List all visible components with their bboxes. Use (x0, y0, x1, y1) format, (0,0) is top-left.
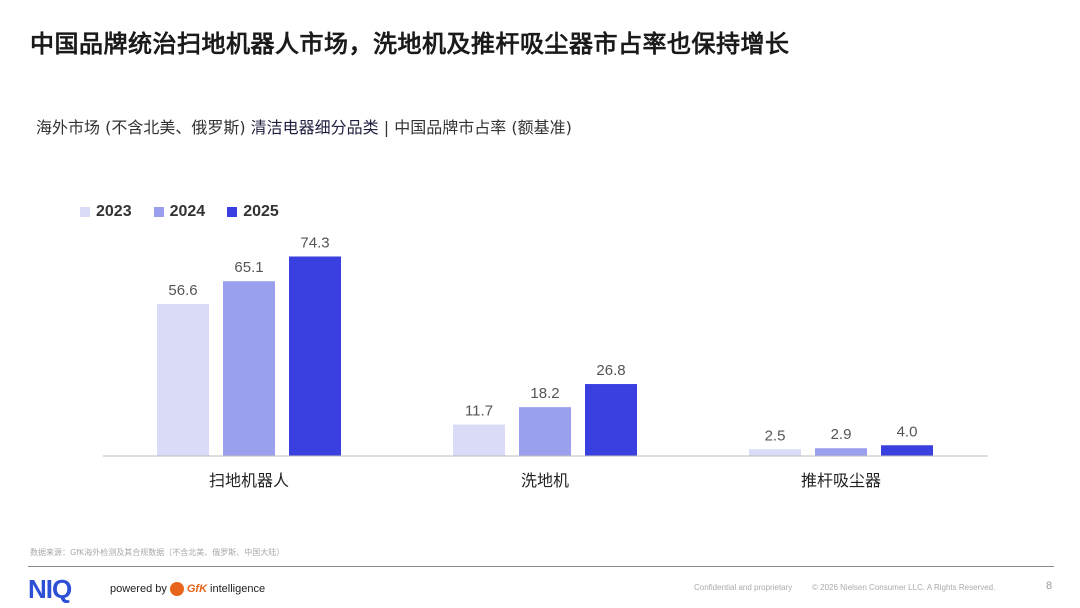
legend-item-2023: 2023 (80, 203, 132, 221)
chart-legend: 2023 2024 2025 (80, 203, 279, 221)
gfk-wordmark: GfK (186, 583, 208, 595)
subtitle-market: 海外市场 (不含北美、俄罗斯) (36, 118, 251, 137)
bar-2024-2 (519, 407, 571, 456)
legend-item-2025: 2025 (227, 203, 279, 221)
legend-label-2025: 2025 (243, 203, 279, 220)
legend-item-2024: 2024 (153, 203, 206, 221)
subtitle-metric: | 中国品牌市占率 (额基准) (378, 118, 572, 137)
confidential-note: Confidential and proprietary (694, 583, 793, 592)
page-title: 中国品牌统治扫地机器人市场，洗地机及推杆吸尘器市占率也保持增长 (30, 30, 790, 58)
data-label-2024-1: 65.1 (234, 259, 263, 276)
data-label-2023-1: 56.6 (168, 282, 197, 299)
category-label-1: 扫地机器人 (209, 471, 289, 490)
subtitle-category: 清洁电器细分品类 (250, 118, 379, 137)
bar-2023-1 (157, 304, 209, 456)
data-label-2024-2: 18.2 (530, 385, 559, 402)
data-label-2023-2: 11.7 (465, 403, 493, 420)
intelligence-text: intelligence (210, 583, 266, 595)
legend-label-2023: 2023 (96, 203, 132, 220)
bar-2024-3 (815, 448, 867, 456)
chart-subtitle: 海外市场 (不含北美、俄罗斯) 清洁电器细分品类 | 中国品牌市占率 (额基准) (36, 114, 572, 138)
bar-2025-2 (585, 384, 637, 456)
bar-2025-3 (881, 445, 933, 456)
legend-label-2024: 2024 (169, 203, 206, 220)
data-source-note: 数据来源：GfK海外检测及其合规数据（不含北美、俄罗斯、中国大陆） (30, 548, 285, 557)
niq-logo: NIQ (28, 574, 72, 604)
powered-by-text: powered by (110, 583, 167, 595)
powered-by: powered by GfK intelligence (110, 582, 265, 596)
page-number: 8 (1046, 580, 1053, 592)
legend-swatch-2025 (227, 207, 238, 217)
category-label-3: 推杆吸尘器 (801, 471, 881, 490)
copyright-note: © 2026 Nielsen Consumer LLC. A Rights Re… (812, 583, 996, 592)
bar-2025-1 (289, 256, 341, 456)
data-label-2023-3: 2.5 (765, 427, 786, 444)
bar-2023-2 (453, 424, 505, 456)
category-label-2: 洗地机 (521, 471, 569, 490)
data-label-2024-3: 2.9 (831, 426, 852, 443)
gfk-logo-icon (169, 582, 184, 596)
data-label-2025-1: 74.3 (300, 235, 329, 252)
footer-divider (28, 566, 1054, 567)
bar-2023-3 (749, 449, 801, 456)
data-label-2025-2: 26.8 (596, 362, 625, 379)
bar-2024-1 (223, 281, 275, 456)
legend-swatch-2023 (80, 207, 90, 217)
legend-swatch-2024 (153, 207, 164, 217)
data-label-2025-3: 4.0 (897, 423, 918, 440)
